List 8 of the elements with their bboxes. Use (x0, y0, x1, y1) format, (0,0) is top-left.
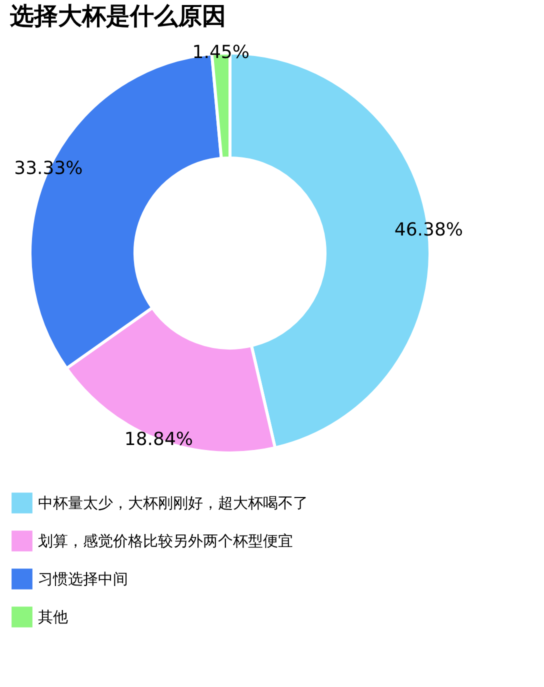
legend-label: 划算，感觉价格比较另外两个杯型便宜 (38, 532, 293, 550)
legend-label: 中杯量太少，大杯刚刚好，超大杯喝不了 (38, 494, 308, 512)
legend-label: 其他 (38, 608, 68, 626)
data-label: 18.84% (124, 428, 194, 450)
chart-title: 选择大杯是什么原因 (9, 2, 226, 30)
data-label: 1.45% (192, 42, 250, 64)
data-label: 46.38% (394, 219, 464, 240)
legend-label: 习惯选择中间 (38, 570, 128, 588)
